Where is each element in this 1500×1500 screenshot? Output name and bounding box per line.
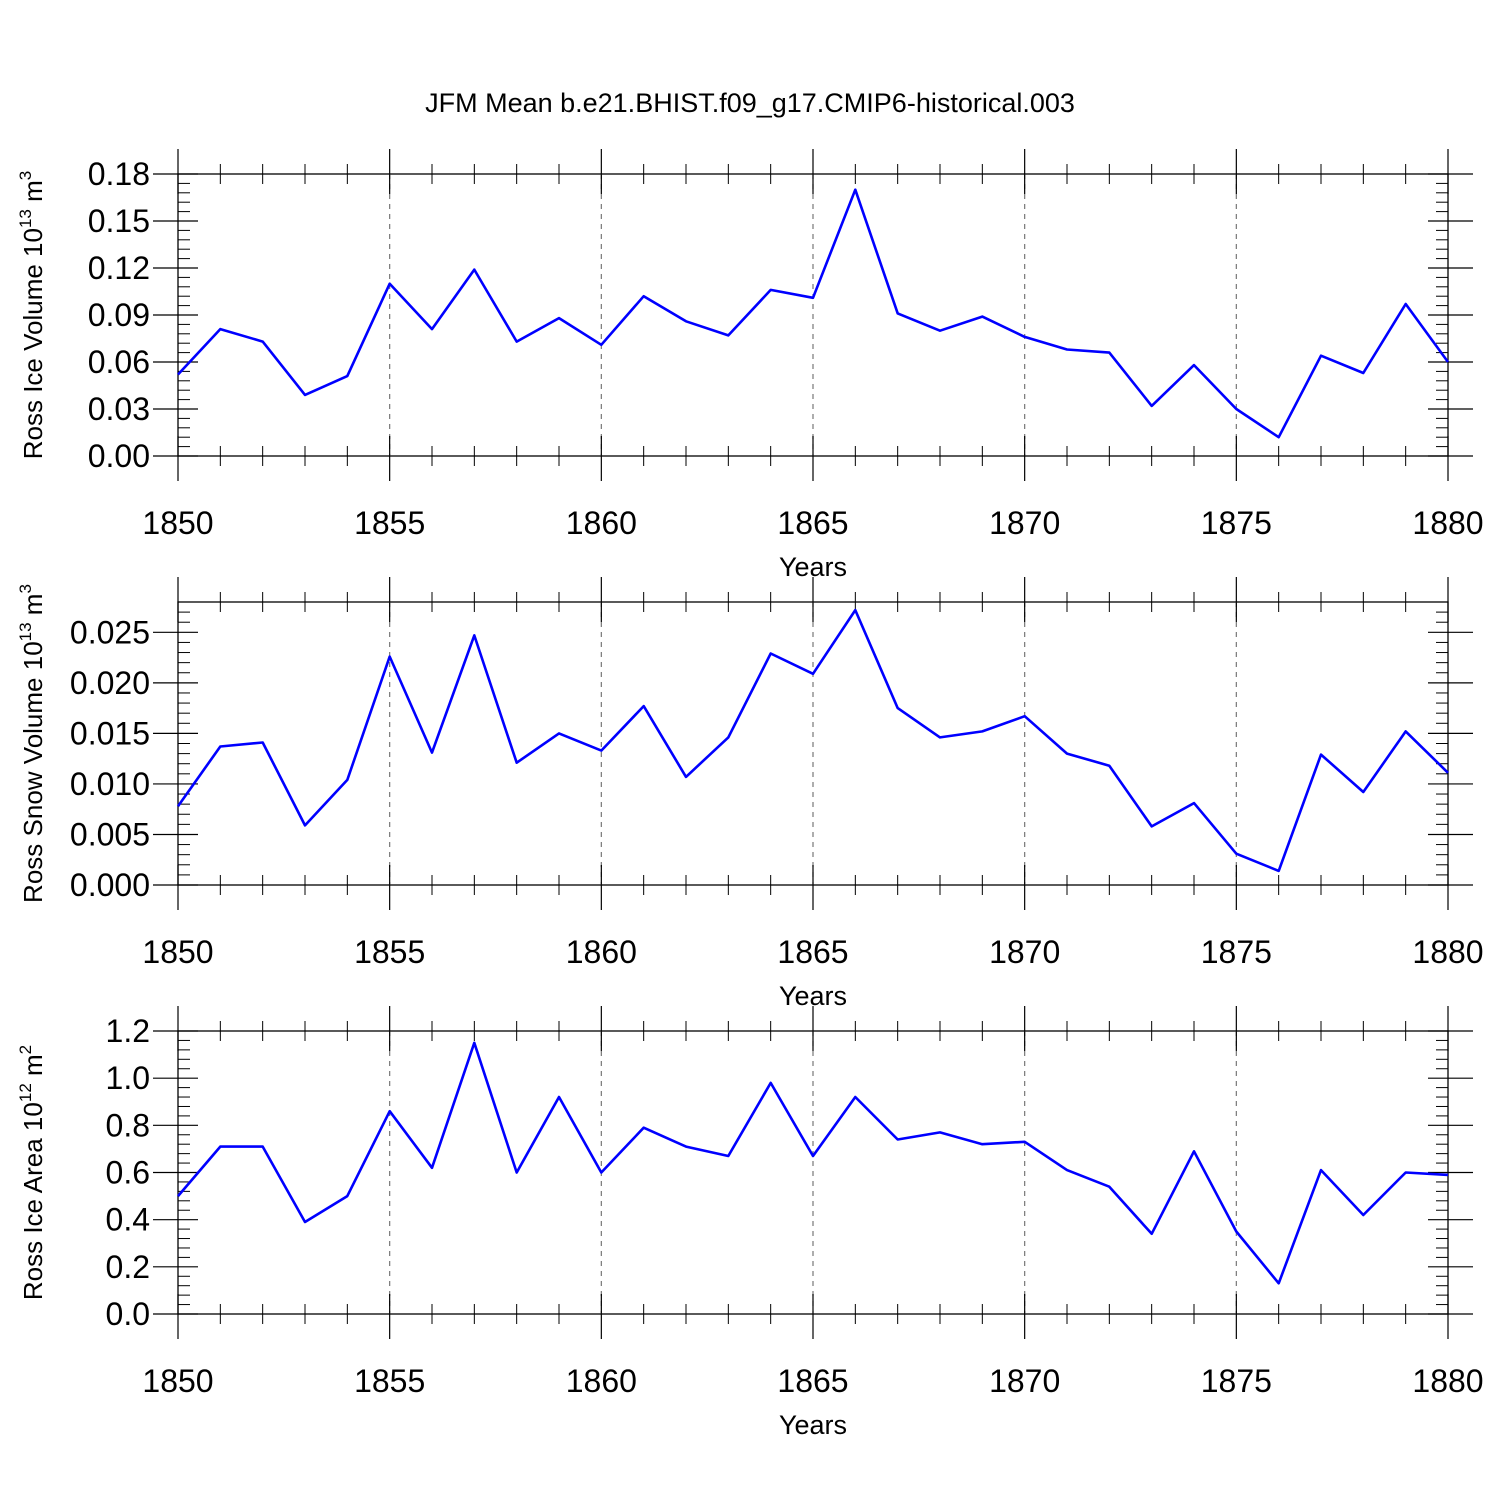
y-tick-label: 0.015: [70, 715, 150, 751]
y-tick-label: 0.005: [70, 816, 150, 852]
y-tick-label: 0.15: [88, 203, 150, 239]
y-tick-label: 0.09: [88, 297, 150, 333]
x-tick-label: 1870: [989, 505, 1060, 541]
x-tick-label: 1875: [1201, 505, 1272, 541]
x-tick-label: 1855: [354, 1363, 425, 1399]
x-tick-label: 1855: [354, 934, 425, 970]
x-tick-label: 1880: [1412, 505, 1483, 541]
y-tick-label: 0.12: [88, 250, 150, 286]
panel-3: 1850 1855 1860 1865 1870 1875 1880 0.0 0.2 0.4 0.6…: [16, 1006, 1484, 1440]
x-tick-label: 1865: [777, 1363, 848, 1399]
x-tick-label: 1860: [566, 505, 637, 541]
y-axis-label: Ross Ice Area 1012 m2: [16, 1045, 48, 1300]
series-line: [177, 1041, 1449, 1285]
y-tick-label: 0.010: [70, 766, 150, 802]
y-tick-label: 0.03: [88, 391, 150, 427]
y-tick-label: 0.6: [106, 1155, 150, 1191]
x-tick-label: 1870: [989, 934, 1060, 970]
panel-2: 1850 1855 1860 1865 1870 1875 1880 0.000 0.005 0.…: [16, 577, 1484, 1011]
x-tick-label: 1855: [354, 505, 425, 541]
y-tick-label: 0.000: [70, 867, 150, 903]
series-line: [176, 608, 1449, 873]
x-tick-label: 1880: [1412, 1363, 1483, 1399]
x-tick-label: 1860: [566, 934, 637, 970]
y-tick-label: 0.18: [88, 156, 150, 192]
y-tick-label: 0.06: [88, 344, 150, 380]
x-tick-label: 1880: [1412, 934, 1483, 970]
x-tick-label: 1850: [142, 934, 213, 970]
figure-title: JFM Mean b.e21.BHIST.f09_g17.CMIP6-histo…: [425, 88, 1075, 118]
x-tick-label: 1860: [566, 1363, 637, 1399]
y-axis-label: Ross Snow Volume 1013 m3: [16, 584, 48, 903]
x-axis-label: Years: [779, 1410, 847, 1440]
y-tick-label: 1.0: [106, 1060, 150, 1096]
y-tick-label: 0.020: [70, 665, 150, 701]
y-tick-label: 0.025: [70, 614, 150, 650]
x-tick-label: 1850: [142, 1363, 213, 1399]
y-tick-label: 0.00: [88, 438, 150, 474]
y-tick-label: 0.4: [106, 1202, 150, 1238]
x-tick-label: 1850: [142, 505, 213, 541]
x-tick-label: 1875: [1201, 1363, 1272, 1399]
x-tick-label: 1865: [777, 934, 848, 970]
y-tick-label: 1.2: [106, 1013, 150, 1049]
y-tick-label: 0.0: [106, 1296, 150, 1332]
x-tick-label: 1865: [777, 505, 848, 541]
series-line: [177, 188, 1450, 439]
y-axis-label: Ross Ice Volume 1013 m3: [16, 171, 48, 460]
panel-1: 1850 1855 1860 1865 1870 1875 1880 0.00 0.03 0.06…: [16, 149, 1484, 582]
panels: 1850 1855 1860 1865 1870 1875 1880 0.00 0.03 0.06…: [16, 149, 1484, 1440]
x-tick-label: 1870: [989, 1363, 1060, 1399]
y-tick-label: 0.2: [106, 1249, 150, 1285]
x-tick-label: 1875: [1201, 934, 1272, 970]
y-tick-label: 0.8: [106, 1107, 150, 1143]
